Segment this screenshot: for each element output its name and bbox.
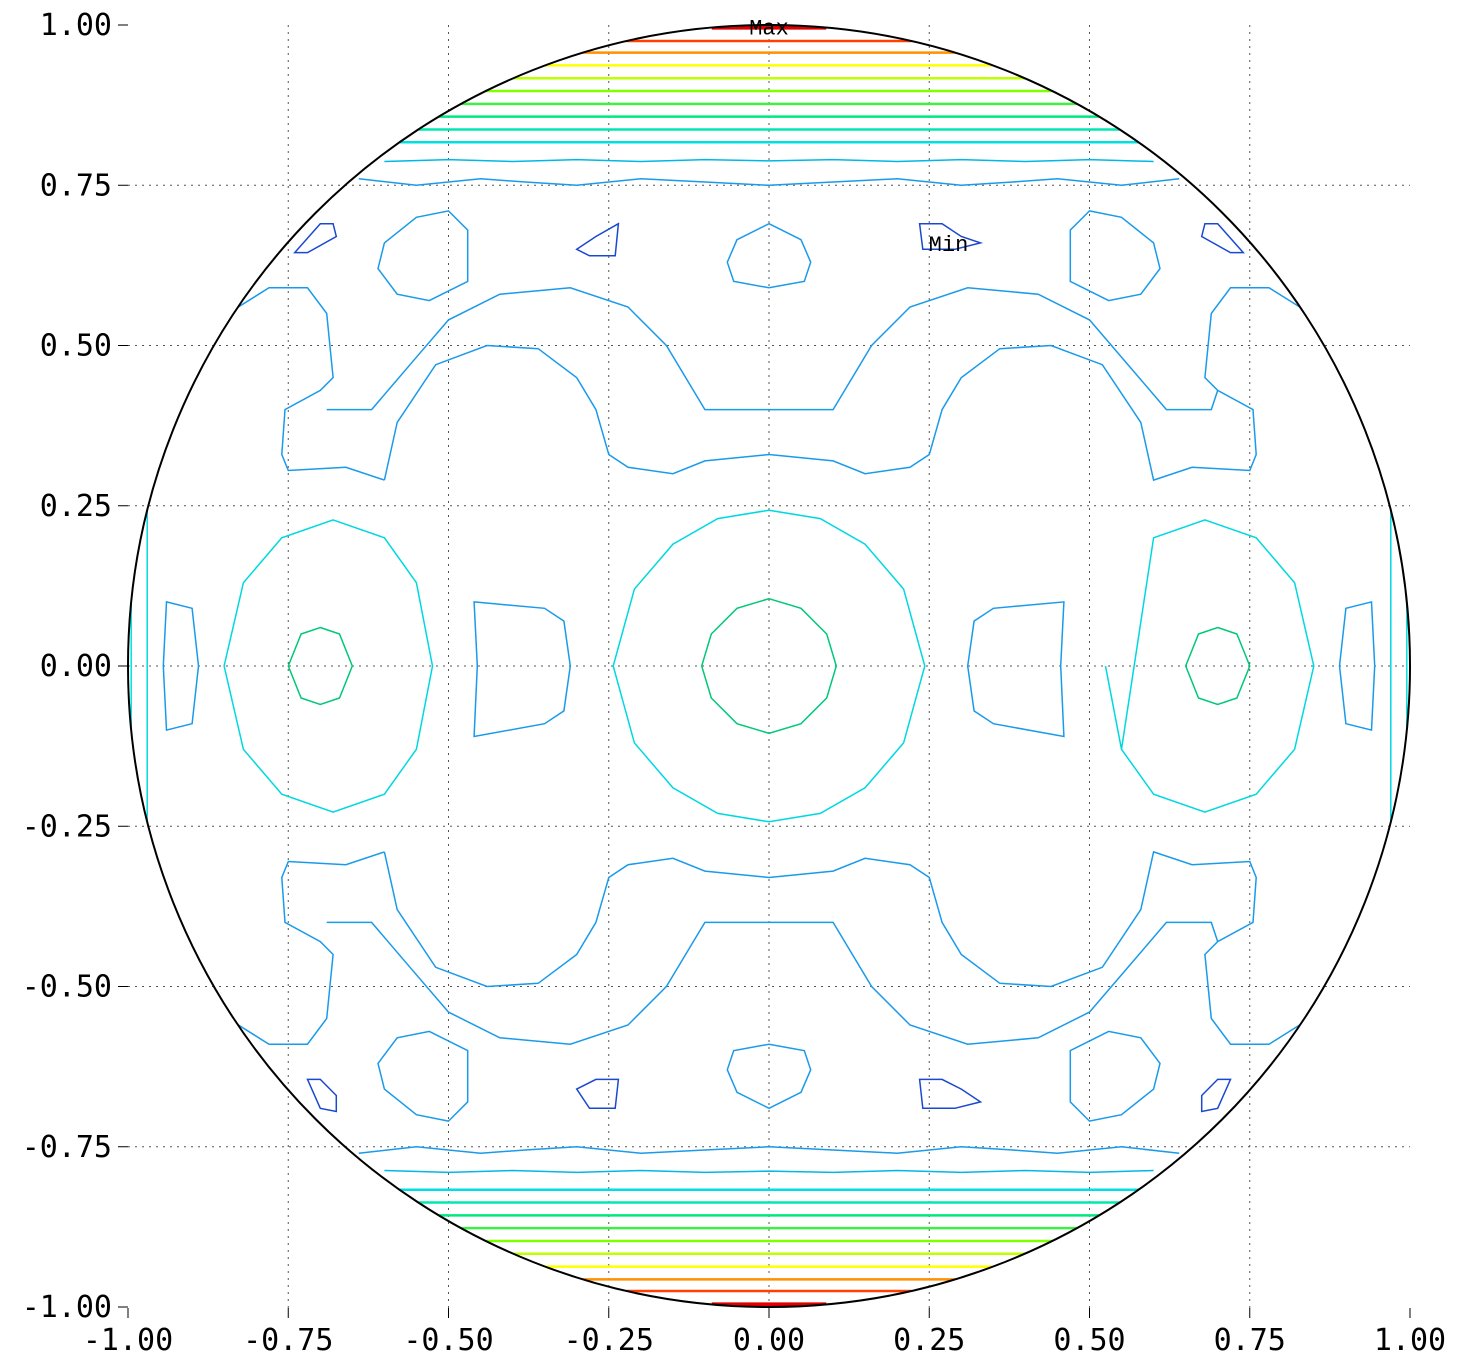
x-tick-label: 0.00 — [733, 1323, 805, 1356]
disk-boundary — [127, 24, 1411, 1308]
y-tick-label: 0.00 — [40, 649, 112, 684]
contour-line — [358, 178, 1180, 187]
contour-loop — [726, 1043, 812, 1110]
contour-line — [146, 287, 385, 481]
contour-loop — [223, 519, 434, 813]
contour-loop — [575, 222, 620, 257]
y-tick-label: 1.00 — [40, 8, 112, 43]
contour-lines — [130, 25, 1408, 1307]
contour-loop — [1069, 210, 1161, 302]
x-tick-label: 1.00 — [1374, 1323, 1446, 1356]
contour-line — [383, 850, 1392, 1045]
y-tick-labels: 1.00 0.75 0.50 0.25 0.00 -0.25 -0.50 -0.75 -1.00 — [22, 8, 112, 1325]
y-tick-label: -0.25 — [22, 809, 112, 844]
contour-line — [326, 921, 1219, 1045]
contour-line — [358, 1146, 1180, 1154]
y-tick-label: -0.75 — [22, 1130, 112, 1165]
x-tick-label: 0.25 — [893, 1323, 965, 1356]
contour-loop — [612, 509, 926, 823]
annotation-label: Max — [749, 16, 789, 41]
y-tick-label: -0.50 — [22, 970, 112, 1005]
contour-line — [383, 287, 1392, 482]
contour-loop — [1104, 519, 1315, 813]
contour-loop — [377, 1030, 469, 1122]
contour-loop — [575, 1078, 620, 1110]
y-tick-label: 0.75 — [40, 168, 112, 203]
contour-loop — [1200, 1078, 1232, 1113]
contour-loop — [1200, 222, 1245, 254]
y-tick-label: 0.50 — [40, 329, 112, 364]
x-tick-label: -0.25 — [564, 1323, 654, 1356]
y-tick-label: 0.25 — [40, 489, 112, 524]
contour-loop — [377, 210, 469, 302]
x-tick-label: 0.75 — [1214, 1323, 1286, 1356]
contour-line — [384, 1169, 1154, 1174]
contour-loop — [1069, 1030, 1161, 1122]
grid-lines — [128, 25, 1410, 1308]
contour-loop — [966, 601, 1065, 738]
contour-loop — [918, 1078, 983, 1110]
contour-loop — [287, 626, 354, 706]
contour-loop — [700, 597, 838, 735]
annotation-label: Min — [929, 233, 969, 258]
contour-loop — [162, 600, 200, 732]
contour-loop — [1184, 626, 1251, 706]
contour-loop — [293, 222, 338, 254]
x-tick-label: 0.50 — [1053, 1323, 1125, 1356]
axes — [118, 24, 1411, 1318]
x-tick-label: -0.50 — [403, 1323, 493, 1356]
contour-loop — [1338, 600, 1376, 732]
contour-loop — [726, 222, 812, 289]
contour-line — [384, 158, 1154, 163]
annotations: Max Min — [749, 16, 968, 258]
x-tick-labels: -1.00 -0.75 -0.50 -0.25 0.00 0.25 0.50 0.75 1.00 — [83, 1323, 1446, 1356]
contour-loop — [306, 1078, 338, 1113]
contour-line — [326, 287, 1219, 411]
contour-loop — [918, 222, 984, 251]
x-tick-label: -1.00 — [83, 1323, 173, 1356]
contour-line — [146, 851, 385, 1045]
x-tick-label: -0.75 — [243, 1323, 333, 1356]
y-tick-label: -1.00 — [22, 1290, 112, 1325]
contour-loop — [473, 601, 572, 738]
